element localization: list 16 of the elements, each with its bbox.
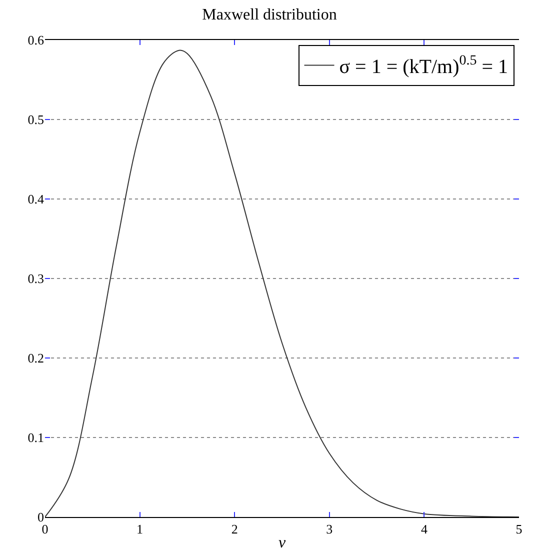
y-tick-label: 0.2 [28, 350, 44, 366]
y-tick-label: 0.3 [28, 271, 44, 286]
x-tick-label: 3 [326, 522, 333, 537]
x-axis-title: v [278, 534, 286, 552]
chart-title: Maxwell distribution [202, 6, 337, 24]
x-tick-label: 1 [136, 522, 144, 537]
x-tick-label: 4 [420, 522, 428, 537]
legend-label: σ = 1 = (kT/m)$^{0.5}$ = 1 [339, 54, 508, 78]
x-tick-label: 5 [516, 522, 522, 537]
y-tick-label: 0.6 [28, 32, 44, 48]
y-tick-label: 0.5 [28, 112, 44, 128]
line-series [45, 50, 519, 517]
y-tick-label: 0 [38, 510, 44, 525]
y-tick-label: 0.1 [28, 430, 44, 446]
y-tick-label: 0.4 [28, 192, 44, 207]
x-tick-label: 2 [231, 522, 238, 537]
